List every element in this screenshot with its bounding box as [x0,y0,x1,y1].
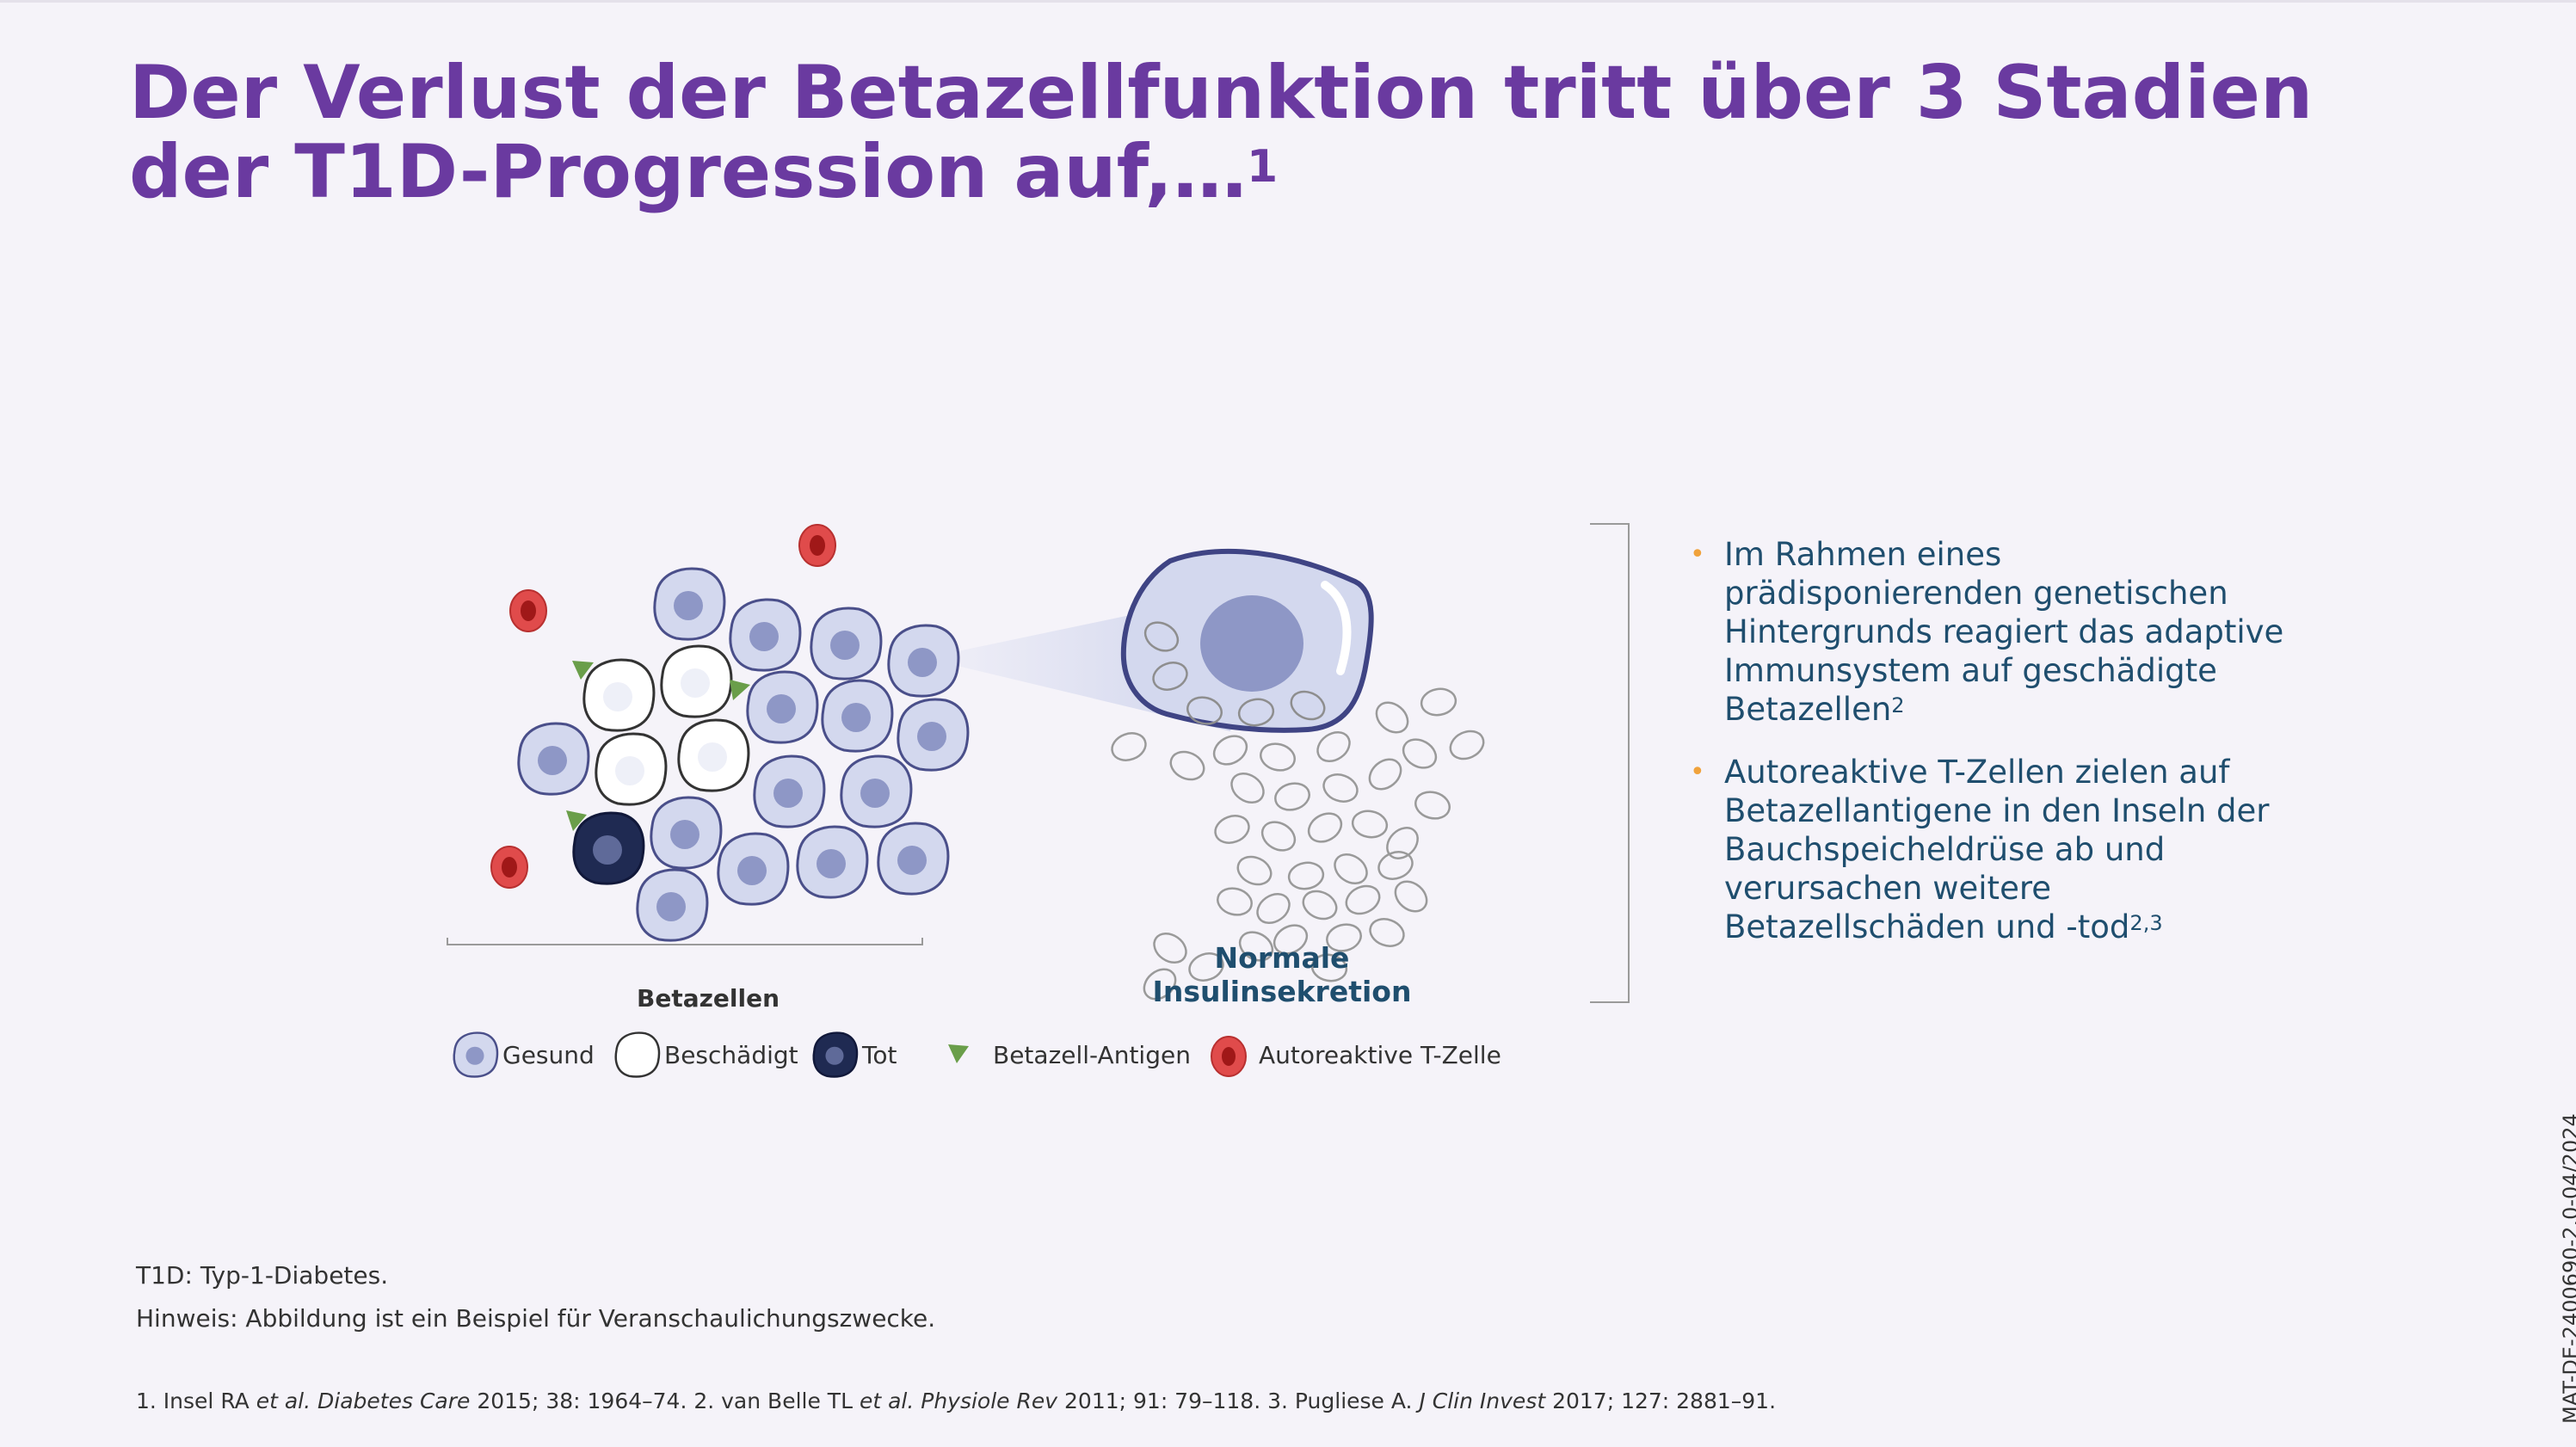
bullet-list: • Im Rahmen eines prädisponierenden genet… [1686,535,2306,970]
document-code: MAT-DE-2400690-2.0-04/2024 [2559,1113,2576,1424]
legend-damaged-label: Beschädigt [664,1041,798,1069]
illustration-note: Hinweis: Abbildung ist ein Beispiel für … [136,1304,936,1333]
damaged-cells [582,644,750,806]
references: 1. Insel RA et al. Diabetes Care 2015; 3… [136,1389,1777,1413]
bullet-dot-icon: • [1690,757,1705,787]
beta-cell-illustration [430,508,1549,1093]
bullet-bracket [1590,523,1630,1003]
legend-antigen-icon [948,1044,969,1063]
t-cells [490,524,836,889]
healthy-cells [517,567,970,942]
legend-dead-icon [812,1031,859,1078]
legend-dead-label: Tot [862,1041,897,1069]
legend-damaged-icon [614,1031,661,1078]
legend-tcell-label: Autoreaktive T-Zelle [1259,1041,1501,1069]
legend-antigen-label: Betazell-Antigen [993,1041,1191,1069]
bullet-dot-icon: • [1690,539,1705,570]
insulin-granules [1111,687,1485,1001]
bullet-item: • Im Rahmen eines prädisponierenden genet… [1690,536,2284,728]
dead-cell [572,811,645,885]
legend-tcell-icon [1211,1036,1247,1077]
top-divider [0,0,2576,3]
magnified-beta-cell [1120,548,1374,733]
bullet-item: • Autoreaktive T-Zellen zielen auf Betaze… [1690,754,2270,945]
legend-healthy-icon [453,1031,499,1078]
abbreviation-note: T1D: Typ-1-Diabetes. [136,1261,389,1290]
slide-title: Der Verlust der Betazellfunktion tritt ü… [129,50,2314,215]
antigens [566,661,750,831]
legend-healthy-label: Gesund [502,1041,595,1069]
beta-cells-label: Betazellen [637,984,780,1013]
normal-insulin-label: Normale Insulinsekretion [1152,941,1412,1008]
